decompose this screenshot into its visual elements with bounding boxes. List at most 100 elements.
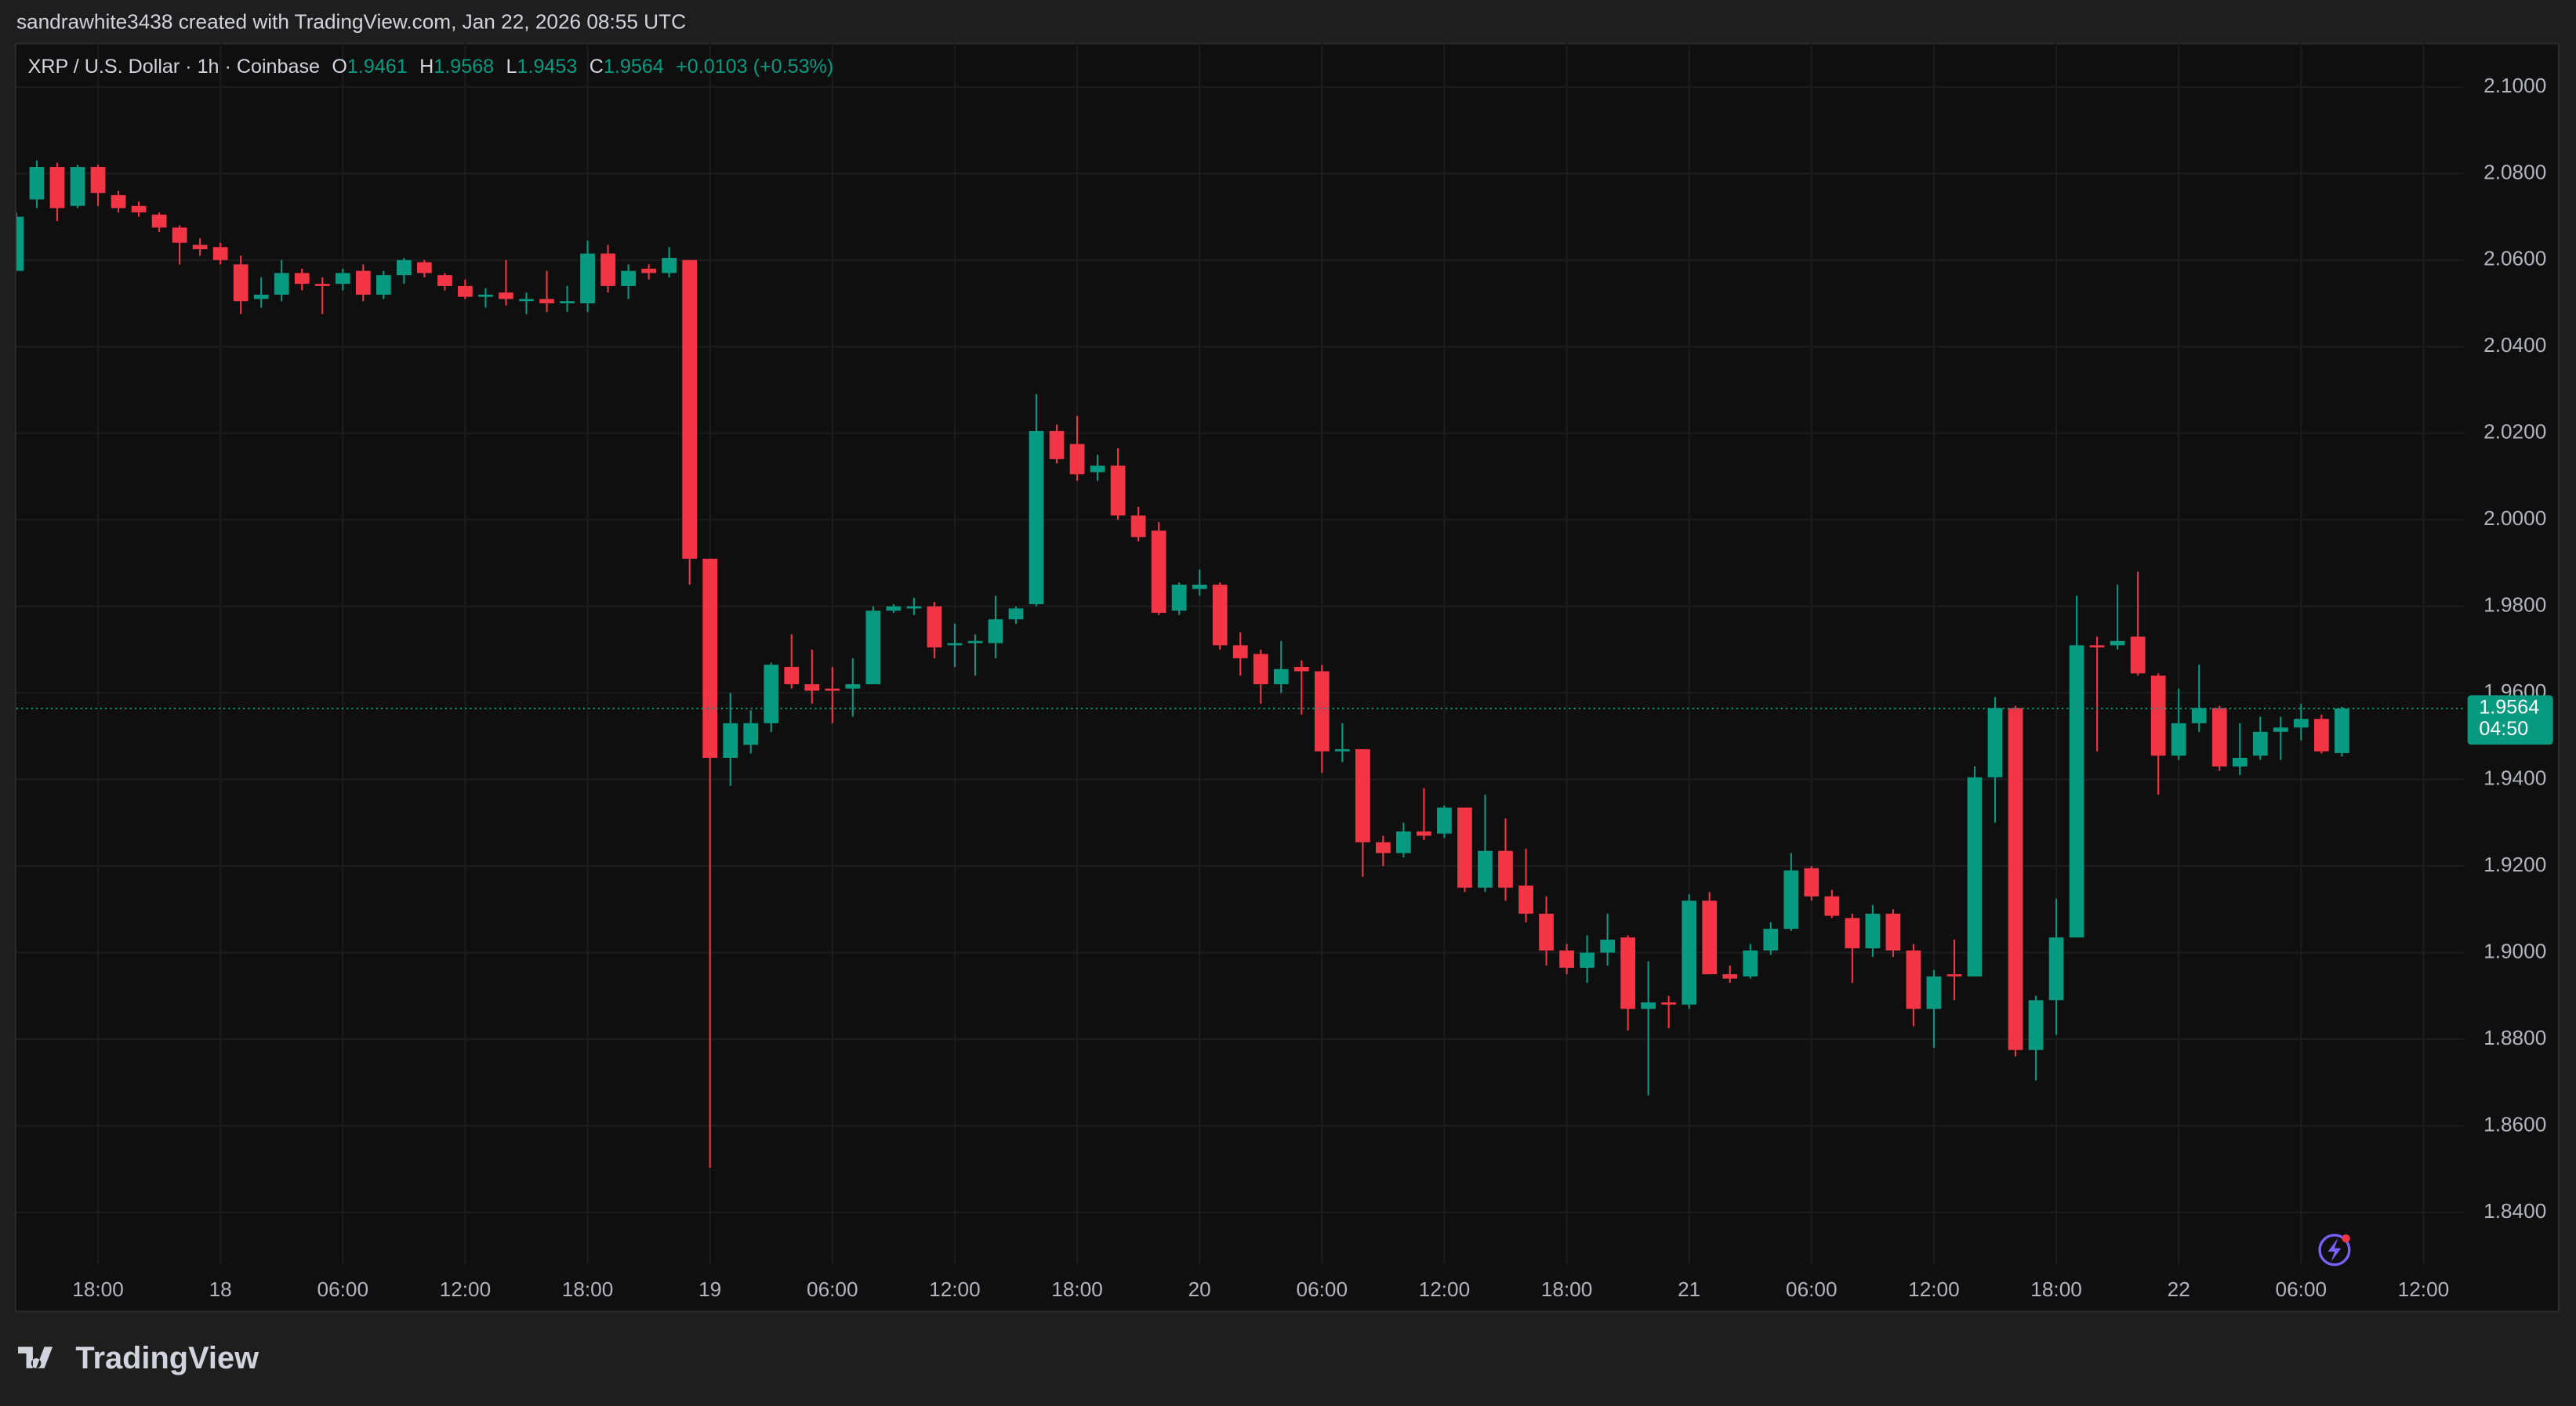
candle [1110,448,1126,520]
candle [2273,716,2288,760]
body [906,606,922,609]
ohlc-letter: C [590,56,604,78]
symbol: XRP / U.S. Dollar · 1h · Coinbase [28,56,320,78]
candle [1171,582,1187,615]
candle [1130,506,1146,542]
candle [2150,673,2166,795]
candle [1478,794,1493,893]
candle [1293,660,1309,715]
candle [2069,595,2084,938]
candle [1559,944,1574,975]
x-tick-label: 18:00 [2030,1277,2082,1301]
y-tick-label: 2.0400 [2483,333,2546,357]
candle [1967,766,1983,977]
body [90,167,106,194]
body [253,294,269,299]
body [151,214,167,228]
icon-ring [2318,1234,2351,1266]
candle [580,240,595,313]
candle [458,279,473,299]
body [1885,913,1901,951]
x-tick-label: 12:00 [929,1277,981,1301]
candle [1885,909,1901,958]
candle [2089,636,2105,752]
body [825,688,840,691]
candle [519,292,534,314]
body [967,640,983,643]
last-price-box [2467,695,2553,745]
candle [784,634,800,689]
body [2110,640,2125,646]
body [682,259,698,559]
body [49,167,65,208]
candle [29,160,45,208]
candle [2171,688,2186,760]
body [1926,976,1942,1009]
body [1457,807,1472,888]
candle [927,602,942,658]
body [396,259,412,276]
candle [682,259,698,585]
body [2211,708,2227,767]
candle [478,288,493,308]
body [2171,723,2186,756]
body [1845,918,1860,948]
candle [804,649,820,704]
candle [621,264,636,299]
ohlc-value: 1.9568 [434,56,494,78]
body [580,253,595,304]
body [1029,430,1044,604]
logo: TradingView [18,1341,259,1375]
candle [396,258,412,284]
candle [417,259,432,277]
y-tick-label: 1.9400 [2483,766,2546,789]
candle [1845,913,1860,984]
candle [825,666,840,723]
legend: XRP / U.S. Dollar · 1h · Coinbase O1.946… [28,56,834,78]
candle [151,212,167,232]
candle [1212,582,1228,650]
candle [1702,892,1718,975]
y-tick-label: 1.9800 [2483,593,2546,617]
x-tick-label: 18 [209,1277,232,1301]
body [233,264,249,302]
candle [1539,896,1554,966]
body [2048,937,2064,1001]
candle [967,634,983,676]
header: sandrawhite3438 created with TradingView… [16,9,686,33]
y-tick-label: 2.0200 [2483,420,2546,444]
body [2313,719,2329,752]
body [1518,885,1533,914]
candle [1906,944,1921,1027]
candle [560,285,575,313]
candle [1743,944,1758,979]
candle [2313,714,2329,754]
candle [16,212,24,271]
body [539,299,554,304]
body [723,723,738,758]
candle [1518,848,1533,922]
candle [1437,805,1452,839]
body [2232,757,2248,767]
candle [212,242,228,265]
candle [1661,995,1677,1029]
candle [743,710,759,754]
x-tick-label: 06:00 [1297,1277,1348,1301]
body [1743,950,1758,977]
candle [1580,935,1595,984]
candle [865,606,881,685]
y-tick-label: 2.0000 [2483,506,2546,530]
candle [1641,961,1656,1096]
candle [1008,606,1024,624]
candle [539,270,554,313]
body [335,273,350,284]
body [1580,952,1595,968]
body [1947,974,1962,977]
body [1763,929,1779,951]
ohlc-letter: H [419,56,434,78]
body [1539,913,1554,951]
body [294,273,310,284]
candle [1457,807,1472,893]
body [600,253,615,286]
